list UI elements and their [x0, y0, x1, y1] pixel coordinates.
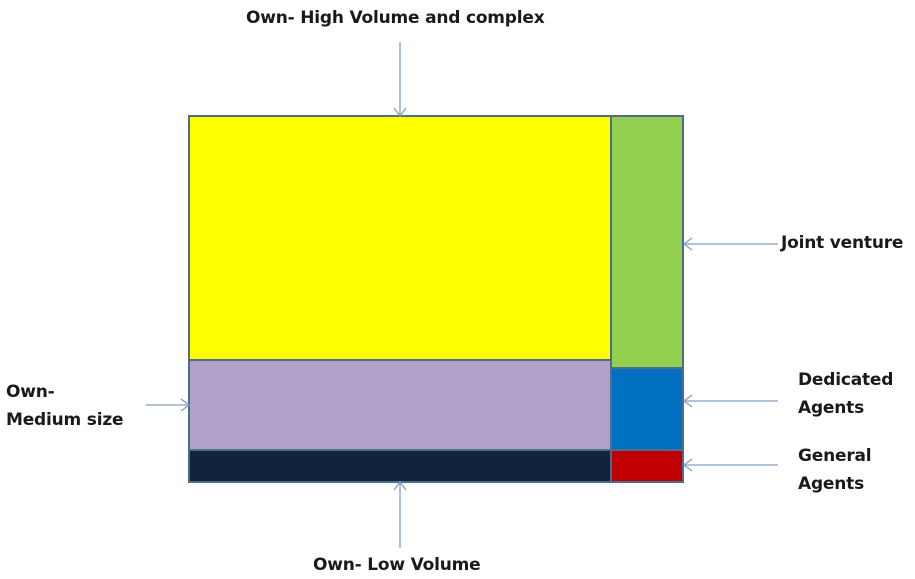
label-general-line-2: Agents: [798, 474, 865, 494]
label-general-line-1: General: [798, 446, 872, 466]
arrow-general-agents: [682, 458, 778, 472]
label-dedicated-line-1: Dedicated: [798, 370, 894, 390]
label-dedicated-agents: Dedicated Agents: [798, 366, 893, 422]
label-joint-venture: Joint venture: [781, 233, 904, 253]
label-own-medium-size: Own- Medium size: [6, 378, 124, 434]
block-own-medium-size: [188, 359, 612, 451]
block-dedicated-agents: [610, 367, 684, 451]
arrow-top: [393, 42, 407, 118]
arrow-dedicated-agents: [682, 394, 778, 408]
arrow-medium-size: [146, 398, 191, 412]
label-general-agents: General Agents: [798, 442, 872, 498]
arrow-bottom: [393, 480, 407, 548]
block-general-agents: [610, 449, 684, 483]
label-own-low-volume: Own- Low Volume: [313, 555, 481, 575]
block-own-high-volume: [188, 115, 612, 361]
label-own-medium-line-1: Own-: [6, 382, 55, 402]
block-own-low-volume: [188, 449, 612, 483]
arrow-joint-venture: [682, 237, 778, 251]
label-dedicated-line-2: Agents: [798, 398, 865, 418]
label-own-medium-line-2: Medium size: [6, 410, 124, 430]
label-own-high-volume: Own- High Volume and complex: [246, 8, 545, 28]
block-joint-venture: [610, 115, 684, 369]
